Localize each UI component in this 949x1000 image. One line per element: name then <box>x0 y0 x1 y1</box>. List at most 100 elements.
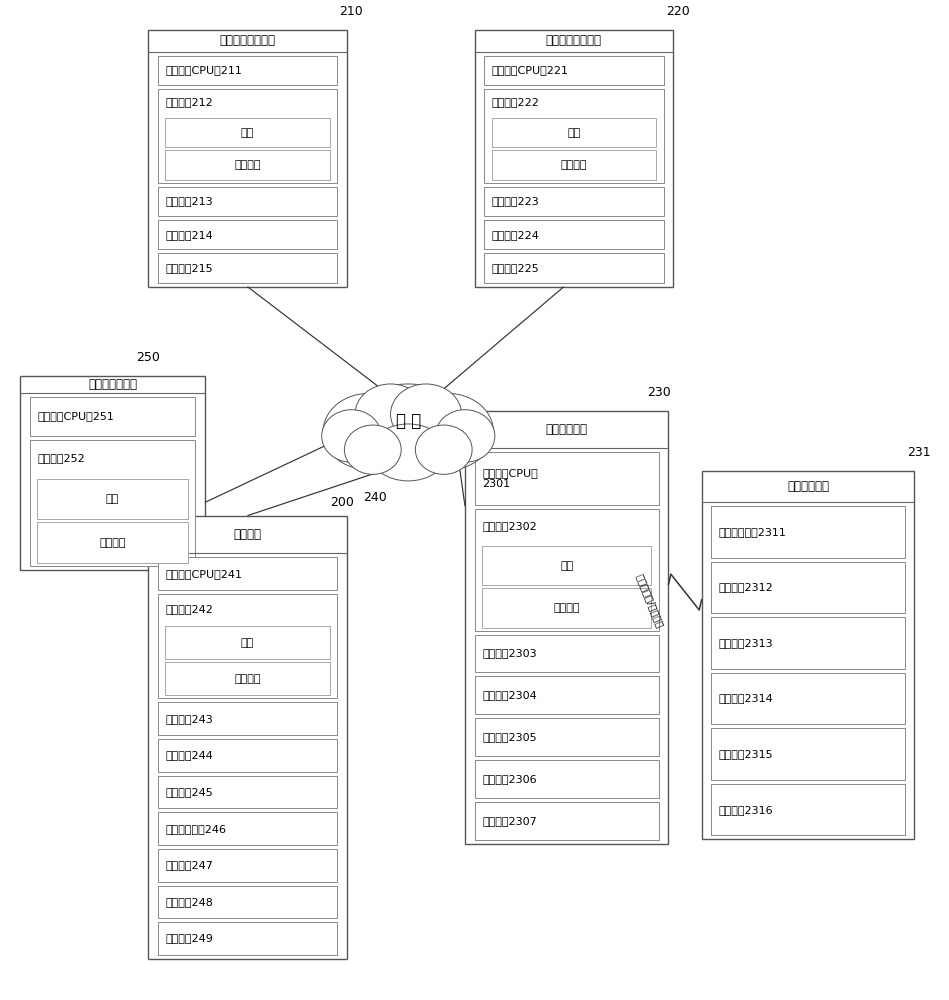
Text: 231: 231 <box>907 446 931 459</box>
Ellipse shape <box>401 393 493 470</box>
Ellipse shape <box>416 425 473 474</box>
Text: 显示设备213: 显示设备213 <box>165 196 213 206</box>
Text: 处理器（CPU）251: 处理器（CPU）251 <box>37 411 114 421</box>
FancyBboxPatch shape <box>158 187 337 216</box>
FancyBboxPatch shape <box>20 376 205 570</box>
FancyBboxPatch shape <box>711 784 905 835</box>
FancyBboxPatch shape <box>158 253 337 283</box>
Text: 处理器（CPU）221: 处理器（CPU）221 <box>492 65 568 75</box>
FancyBboxPatch shape <box>482 588 651 628</box>
FancyBboxPatch shape <box>474 509 659 631</box>
Ellipse shape <box>323 393 416 470</box>
Ellipse shape <box>369 424 447 481</box>
Text: 输入设备244: 输入设备244 <box>165 750 213 760</box>
Text: 210: 210 <box>340 5 363 18</box>
FancyBboxPatch shape <box>165 626 329 659</box>
Text: 显示设备2313: 显示设备2313 <box>718 638 773 648</box>
Text: 指令: 指令 <box>106 494 120 504</box>
FancyBboxPatch shape <box>484 89 663 183</box>
Text: 通讯网络接口2311: 通讯网络接口2311 <box>718 527 787 537</box>
FancyBboxPatch shape <box>484 187 663 216</box>
Text: 存储设备242: 存储设备242 <box>165 604 213 614</box>
Text: 接听设备2314: 接听设备2314 <box>718 693 773 703</box>
Text: 显示设备243: 显示设备243 <box>165 714 213 724</box>
Text: 监控设备245: 监控设备245 <box>165 787 213 797</box>
Text: 指令: 指令 <box>241 638 254 648</box>
Ellipse shape <box>322 410 381 462</box>
FancyBboxPatch shape <box>482 546 651 585</box>
FancyBboxPatch shape <box>492 118 656 147</box>
Text: 230: 230 <box>647 386 671 399</box>
FancyBboxPatch shape <box>158 557 337 590</box>
Text: 输入设备214: 输入设备214 <box>165 230 213 240</box>
FancyBboxPatch shape <box>158 56 337 85</box>
Text: 数据信息: 数据信息 <box>234 160 261 170</box>
Text: 存储设备252: 存储设备252 <box>37 453 85 463</box>
FancyBboxPatch shape <box>701 471 915 839</box>
FancyBboxPatch shape <box>474 760 659 798</box>
FancyBboxPatch shape <box>158 702 337 735</box>
Text: 数据信息: 数据信息 <box>100 538 126 548</box>
Text: 显示设备2303: 显示设备2303 <box>482 649 537 659</box>
Ellipse shape <box>436 410 494 462</box>
FancyBboxPatch shape <box>158 739 337 772</box>
Text: 其他组件2316: 其他组件2316 <box>718 805 773 815</box>
Text: 250: 250 <box>136 351 160 364</box>
Text: 客户端固定型设备: 客户端固定型设备 <box>546 34 602 47</box>
Text: 现金支付装置246: 现金支付装置246 <box>165 824 226 834</box>
FancyBboxPatch shape <box>484 220 663 249</box>
FancyBboxPatch shape <box>165 662 329 695</box>
FancyBboxPatch shape <box>492 150 656 180</box>
Ellipse shape <box>344 384 473 477</box>
FancyBboxPatch shape <box>148 30 346 287</box>
Text: 接听设备2305: 接听设备2305 <box>482 732 537 742</box>
Text: 存储设备222: 存储设备222 <box>492 97 539 107</box>
FancyBboxPatch shape <box>165 150 329 180</box>
Text: 200: 200 <box>330 496 354 509</box>
FancyBboxPatch shape <box>711 617 905 669</box>
Text: 数据信息: 数据信息 <box>234 674 261 684</box>
Text: 数据信息: 数据信息 <box>553 603 580 613</box>
Text: 输入设备224: 输入设备224 <box>492 230 539 240</box>
FancyBboxPatch shape <box>165 118 329 147</box>
Text: 其他组件2307: 其他组件2307 <box>482 816 537 826</box>
Text: 输入设备2304: 输入设备2304 <box>482 690 537 700</box>
Text: 云端服务器设备: 云端服务器设备 <box>88 378 137 391</box>
Text: 存储设备2312: 存储设备2312 <box>718 582 773 592</box>
FancyBboxPatch shape <box>711 562 905 613</box>
Text: 呼叫中心设备: 呼叫中心设备 <box>546 423 587 436</box>
FancyBboxPatch shape <box>158 89 337 183</box>
Text: 其他组件225: 其他组件225 <box>492 263 539 273</box>
Text: 应答设备2315: 应答设备2315 <box>718 749 773 759</box>
FancyBboxPatch shape <box>711 506 905 558</box>
FancyBboxPatch shape <box>158 886 337 918</box>
FancyBboxPatch shape <box>158 849 337 882</box>
FancyBboxPatch shape <box>474 635 659 672</box>
FancyBboxPatch shape <box>711 673 905 724</box>
Text: 其他组件215: 其他组件215 <box>165 263 213 273</box>
FancyBboxPatch shape <box>474 802 659 840</box>
FancyBboxPatch shape <box>484 253 663 283</box>
Text: 存储设备2302: 存储设备2302 <box>482 521 537 531</box>
Text: 语音设备248: 语音设备248 <box>165 897 213 907</box>
Ellipse shape <box>391 384 461 444</box>
FancyBboxPatch shape <box>465 411 668 844</box>
FancyBboxPatch shape <box>29 397 195 436</box>
Text: 客户端移动型设备: 客户端移动型设备 <box>219 34 275 47</box>
Text: 处理器（CPU）241: 处理器（CPU）241 <box>165 569 242 579</box>
Ellipse shape <box>344 425 401 474</box>
Text: 220: 220 <box>666 5 690 18</box>
FancyBboxPatch shape <box>37 522 188 563</box>
Text: 应答设备2306: 应答设备2306 <box>482 774 537 784</box>
Text: 指令: 指令 <box>241 128 254 138</box>
FancyBboxPatch shape <box>148 516 346 959</box>
Text: 网 络: 网 络 <box>396 412 421 430</box>
FancyBboxPatch shape <box>37 479 188 519</box>
Text: 指令: 指令 <box>560 561 573 571</box>
FancyBboxPatch shape <box>29 440 195 566</box>
Text: 有线电话网/无线电缆: 有线电话网/无线电缆 <box>634 572 665 629</box>
Text: 显示设备223: 显示设备223 <box>492 196 539 206</box>
FancyBboxPatch shape <box>474 718 659 756</box>
Text: 车载设备: 车载设备 <box>233 528 261 541</box>
FancyBboxPatch shape <box>474 452 659 505</box>
